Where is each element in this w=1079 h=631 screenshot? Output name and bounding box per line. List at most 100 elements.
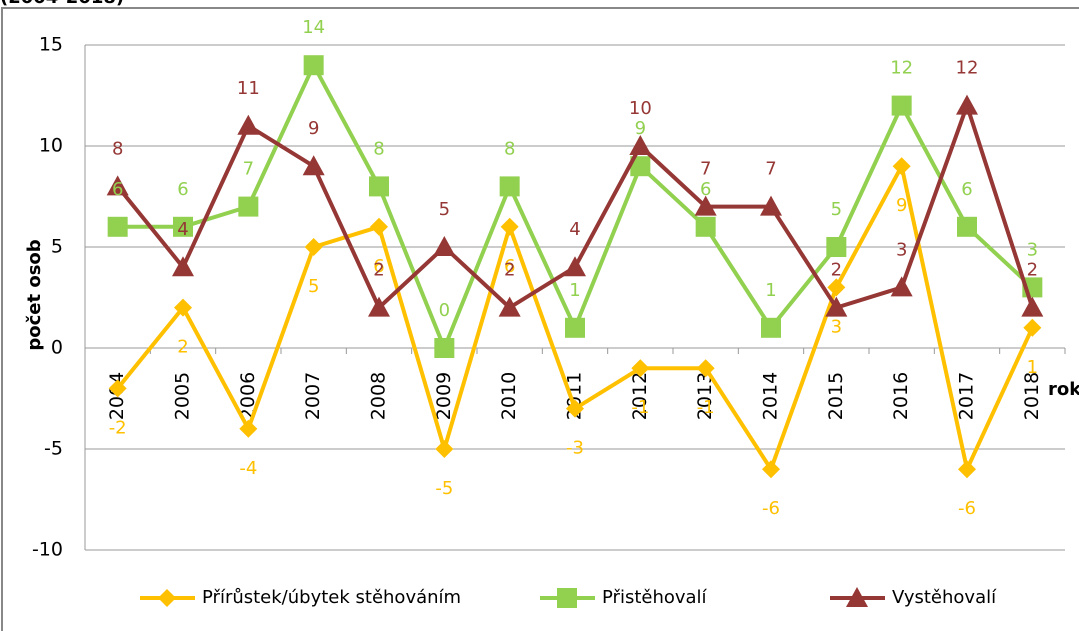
point <box>827 278 846 297</box>
point <box>434 338 455 358</box>
point <box>762 460 780 479</box>
point <box>564 256 586 277</box>
data-label: 14 <box>302 17 325 38</box>
legend-label: Vystěhovalí <box>892 587 997 608</box>
data-label: 5 <box>439 199 450 220</box>
point <box>108 379 127 398</box>
data-label: -6 <box>958 498 976 519</box>
point <box>826 237 847 257</box>
data-label: 1 <box>569 280 580 301</box>
data-label: 9 <box>896 195 907 216</box>
data-label: -4 <box>239 458 257 479</box>
data-label: 9 <box>308 118 319 139</box>
point <box>499 176 520 197</box>
x-tick-label: 2008 <box>368 372 390 420</box>
point <box>566 399 584 418</box>
data-label: 12 <box>956 58 979 79</box>
legend-marker <box>158 589 176 607</box>
point <box>630 156 651 177</box>
data-label: 8 <box>112 138 123 159</box>
data-label: 3 <box>1027 239 1038 260</box>
point <box>370 217 388 236</box>
data-label: 3 <box>896 239 907 260</box>
data-label: 6 <box>504 256 515 277</box>
point <box>760 195 782 216</box>
data-label: 3 <box>831 316 842 337</box>
data-label: 6 <box>961 179 972 200</box>
data-label: 7 <box>243 159 254 180</box>
data-label: 8 <box>504 138 515 159</box>
y-tick-label: 15 <box>39 34 63 56</box>
data-label: -1 <box>697 397 715 418</box>
point <box>1021 296 1044 317</box>
data-label: 5 <box>308 276 319 297</box>
point <box>303 55 324 76</box>
legend-marker <box>557 588 577 608</box>
legend-label: Přistěhovalí <box>602 587 708 608</box>
x-tick-label: 2012 <box>629 372 651 420</box>
point <box>1023 318 1042 337</box>
data-label: 8 <box>373 138 384 159</box>
x-axis-title: rok <box>1048 379 1079 400</box>
x-tick-label: 2016 <box>890 372 912 420</box>
x-tick-label: 2018 <box>1021 372 1043 420</box>
data-label: 7 <box>765 159 776 180</box>
point <box>629 135 652 155</box>
data-label: 10 <box>629 98 652 119</box>
data-label: 7 <box>700 159 711 180</box>
point <box>958 460 976 479</box>
point <box>106 175 129 196</box>
point <box>694 195 717 216</box>
point <box>107 216 128 237</box>
point <box>892 157 911 176</box>
point <box>956 94 978 115</box>
point <box>238 196 259 217</box>
data-label: 2 <box>1027 260 1038 281</box>
point <box>761 317 781 338</box>
point <box>433 236 456 256</box>
point <box>302 155 325 176</box>
y-tick-label: 5 <box>51 236 63 258</box>
data-label: 4 <box>569 219 580 240</box>
data-label: 12 <box>890 58 913 79</box>
point <box>435 440 454 458</box>
data-label: 4 <box>177 219 188 240</box>
data-label: 6 <box>177 179 188 200</box>
x-tick-label: 2013 <box>694 372 716 420</box>
y-tick-label: -5 <box>44 438 63 460</box>
point <box>237 114 260 135</box>
data-label: -2 <box>109 417 127 438</box>
legend-marker <box>846 587 868 607</box>
y-tick-label: 10 <box>39 135 63 157</box>
data-label: 6 <box>112 179 123 200</box>
point <box>239 419 258 438</box>
data-label: 2 <box>373 260 384 281</box>
data-label: 0 <box>439 300 450 321</box>
point <box>369 176 389 197</box>
point <box>890 276 913 297</box>
data-label: 2 <box>177 337 188 358</box>
data-label: 6 <box>373 256 384 277</box>
y-tick-label: 0 <box>51 337 63 359</box>
point <box>957 216 977 237</box>
legend-label: Přírůstek/úbytek stěhováním <box>202 587 461 608</box>
point <box>695 216 716 237</box>
point <box>173 216 193 237</box>
point <box>304 238 323 256</box>
data-label: 5 <box>831 199 842 220</box>
data-label: -1 <box>631 397 649 418</box>
data-label: -6 <box>762 498 780 519</box>
data-label: 2 <box>504 260 515 281</box>
point <box>172 256 194 277</box>
point <box>174 298 192 317</box>
point <box>565 317 585 338</box>
y-axis-title: počet osob <box>24 239 45 350</box>
data-label: -5 <box>435 478 453 499</box>
chart-frame <box>1 7 1079 631</box>
point <box>500 217 519 236</box>
point <box>825 296 848 317</box>
point <box>696 359 715 378</box>
x-tick-label: 2010 <box>498 372 520 420</box>
data-label: 9 <box>635 118 646 139</box>
